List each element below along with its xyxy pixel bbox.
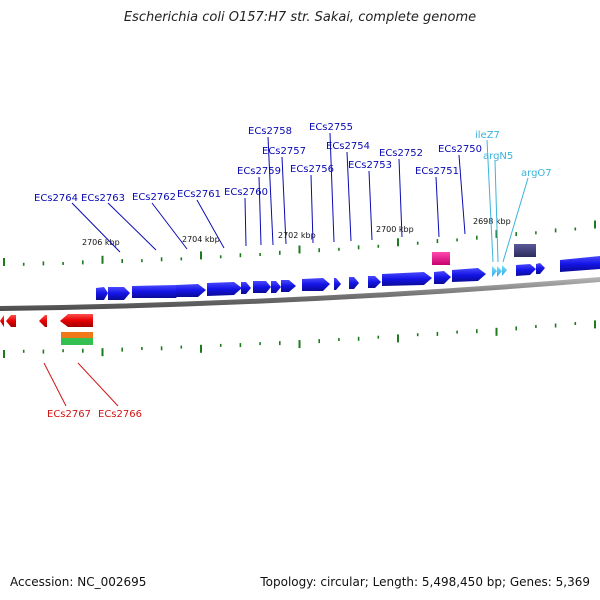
gene-feature <box>271 281 281 293</box>
label-leader <box>151 202 188 250</box>
gene-feature <box>452 268 486 282</box>
label-leader <box>71 202 121 253</box>
label-leader <box>43 362 67 407</box>
gene-label-ecs2761: ECs2761 <box>177 189 221 200</box>
gene-feature <box>560 256 600 272</box>
gene-feature <box>334 278 341 290</box>
gene-label-ecs2755: ECs2755 <box>309 122 353 133</box>
gene-feature <box>382 272 432 286</box>
trna-label-argn5: argN5 <box>483 151 513 162</box>
scale-label-2700: 2700 kbp <box>376 225 414 234</box>
gene-label-ecs2763: ECs2763 <box>81 193 125 204</box>
reverse-strand-genes <box>0 314 93 327</box>
trna-label-argo7: argO7 <box>521 168 552 179</box>
gene-feature <box>176 284 206 297</box>
bottom-gene-labels: ECs2767 ECs2766 <box>43 362 142 420</box>
gene-label-ecs2766: ECs2766 <box>98 409 142 420</box>
gene-label-ecs2767: ECs2767 <box>47 409 91 420</box>
label-leader <box>398 158 403 238</box>
scale-label-2702: 2702 kbp <box>278 231 316 240</box>
label-leader <box>329 132 335 243</box>
gene-label-ecs2752: ECs2752 <box>379 148 423 159</box>
gene-label-ecs2762: ECs2762 <box>132 192 176 203</box>
label-leader <box>310 174 314 244</box>
gene-label-ecs2750: ECs2750 <box>438 144 482 155</box>
trna-feature <box>502 265 507 276</box>
gene-feature <box>108 287 130 300</box>
trna-feature <box>492 266 497 277</box>
genome-backbone <box>0 277 600 311</box>
scale-ticks-top <box>3 220 596 266</box>
pink-feature <box>432 252 450 265</box>
gene-label-ecs2764: ECs2764 <box>34 193 78 204</box>
gene-feature <box>281 280 296 292</box>
label-leader <box>267 136 274 246</box>
label-leader <box>196 199 225 249</box>
genome-title: Escherichia coli O157:H7 str. Sakai, com… <box>123 10 477 25</box>
label-leader <box>281 156 287 245</box>
scale-label-2698: 2698 kbp <box>473 217 511 226</box>
gene-label-ecs2751: ECs2751 <box>415 166 459 177</box>
scale-label-2706: 2706 kbp <box>82 238 120 247</box>
top-gene-labels: ECs2764 ECs2763 ECs2762 ECs2761 ECs2760 … <box>34 122 482 253</box>
scale-ticks-bottom <box>3 320 596 358</box>
label-leader <box>435 176 440 238</box>
orange-feature <box>61 332 93 338</box>
label-leader <box>458 154 466 235</box>
gene-feature <box>349 277 359 289</box>
label-leader <box>368 170 373 241</box>
label-leader <box>258 176 262 246</box>
label-leader <box>486 139 494 263</box>
label-leader <box>244 197 247 247</box>
gene-feature <box>253 281 271 293</box>
gene-feature <box>434 271 451 284</box>
label-leader <box>494 160 499 263</box>
gene-feature <box>132 285 182 298</box>
gene-feature <box>516 264 536 276</box>
gene-label-ecs2760: ECs2760 <box>224 187 268 198</box>
scale-label-2704: 2704 kbp <box>182 235 220 244</box>
gene-feature <box>96 287 108 300</box>
gene-feature <box>302 278 330 291</box>
gene-label-ecs2759: ECs2759 <box>237 166 281 177</box>
gene-feature <box>241 282 251 294</box>
gene-feature <box>0 315 4 327</box>
gene-label-ecs2756: ECs2756 <box>290 164 334 175</box>
gene-feature <box>207 282 242 296</box>
label-leader <box>77 362 119 407</box>
gene-label-ecs2757: ECs2757 <box>262 146 306 157</box>
gene-label-ecs2754: ECs2754 <box>326 141 370 152</box>
gene-label-ecs2758: ECs2758 <box>248 126 292 137</box>
forward-strand-genes <box>96 256 600 300</box>
accession-label: Accession: NC_002695 <box>10 575 147 589</box>
gene-label-ecs2753: ECs2753 <box>348 160 392 171</box>
gene-feature <box>39 315 47 327</box>
label-leader <box>107 202 157 251</box>
gene-feature <box>6 315 16 327</box>
trna-feature <box>497 266 502 277</box>
purple-feature <box>514 244 536 257</box>
gene-feature <box>536 263 545 274</box>
label-leader <box>502 177 529 263</box>
label-leader <box>346 151 352 242</box>
topology-label: Topology: circular; Length: 5,498,450 bp… <box>260 575 590 589</box>
gene-feature <box>368 276 381 288</box>
green-feature <box>61 338 93 345</box>
forward-strand-trnas <box>492 265 507 277</box>
trna-label-ilez7: ileZ7 <box>475 130 500 141</box>
gene-feature <box>60 314 93 327</box>
top-trna-labels: ileZ7 argN5 argO7 <box>475 130 552 263</box>
